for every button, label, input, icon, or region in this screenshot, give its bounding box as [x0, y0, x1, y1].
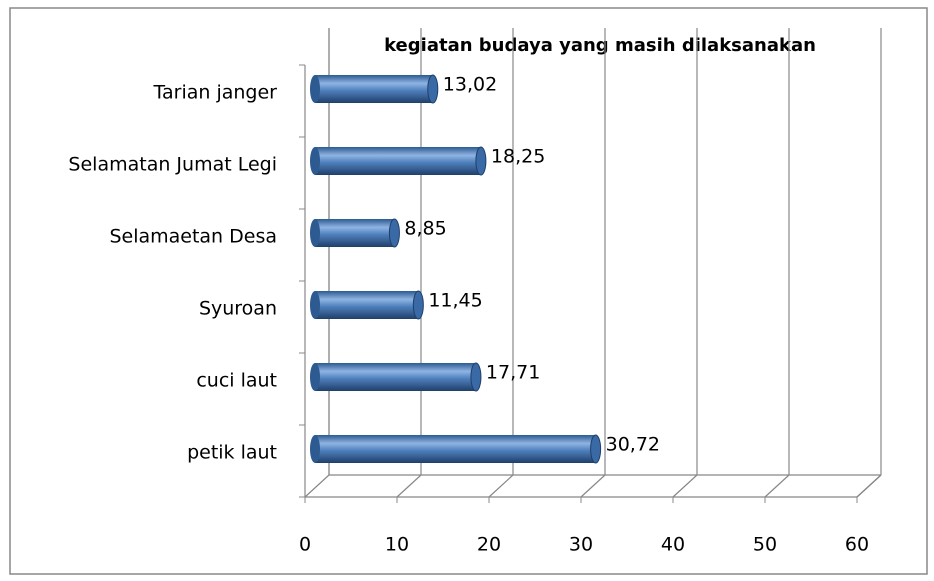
x-tick-label: 0: [299, 534, 311, 556]
data-label: 11,45: [428, 290, 482, 312]
bar: [315, 435, 596, 463]
data-label: 13,02: [443, 74, 497, 96]
grid-line: [764, 474, 790, 498]
bar-cap: [412, 290, 424, 320]
y-tick-label: cuci laut: [196, 370, 277, 392]
y-tick-label: Selamaetan Desa: [109, 226, 277, 248]
data-label: 8,85: [404, 218, 446, 240]
x-tick-label: 10: [385, 534, 409, 556]
grid-line: [580, 474, 606, 498]
x-tick-label: 40: [661, 534, 685, 556]
grid-line: [488, 474, 514, 498]
bar-end: [310, 291, 320, 319]
bar: [315, 219, 395, 247]
x-tick-label: 50: [753, 534, 777, 556]
y-tick-label: Selamatan Jumat Legi: [68, 154, 277, 176]
y-tick-label: Tarian janger: [153, 82, 278, 104]
bar-end: [310, 219, 320, 247]
bar-cap: [388, 218, 400, 248]
bar: [315, 363, 476, 391]
bar-end: [310, 147, 320, 175]
y-tick-label: Syuroan: [199, 298, 277, 320]
y-tick-label: petik laut: [187, 442, 277, 464]
x-tick-label: 30: [569, 534, 593, 556]
bar-end: [310, 435, 320, 463]
bar-end: [310, 75, 320, 103]
data-label: 30,72: [606, 434, 660, 456]
bar: [315, 291, 419, 319]
bar-cap: [427, 74, 439, 104]
data-label: 18,25: [491, 146, 545, 168]
chart-frame: [9, 7, 928, 575]
bar-cap: [470, 362, 482, 392]
grid-line: [304, 474, 330, 498]
bar-cap: [475, 146, 487, 176]
bar: [315, 147, 481, 175]
x-tick-label: 60: [845, 534, 869, 556]
bar: [315, 75, 433, 103]
bar-end: [310, 363, 320, 391]
x-tick-label: 20: [477, 534, 501, 556]
grid-line: [396, 474, 422, 498]
bar-cap: [590, 434, 602, 464]
chart-title: kegiatan budaya yang masih dilaksanakan: [384, 35, 816, 56]
data-label: 17,71: [486, 362, 540, 384]
grid-line: [672, 474, 698, 498]
grid-line: [856, 474, 882, 498]
